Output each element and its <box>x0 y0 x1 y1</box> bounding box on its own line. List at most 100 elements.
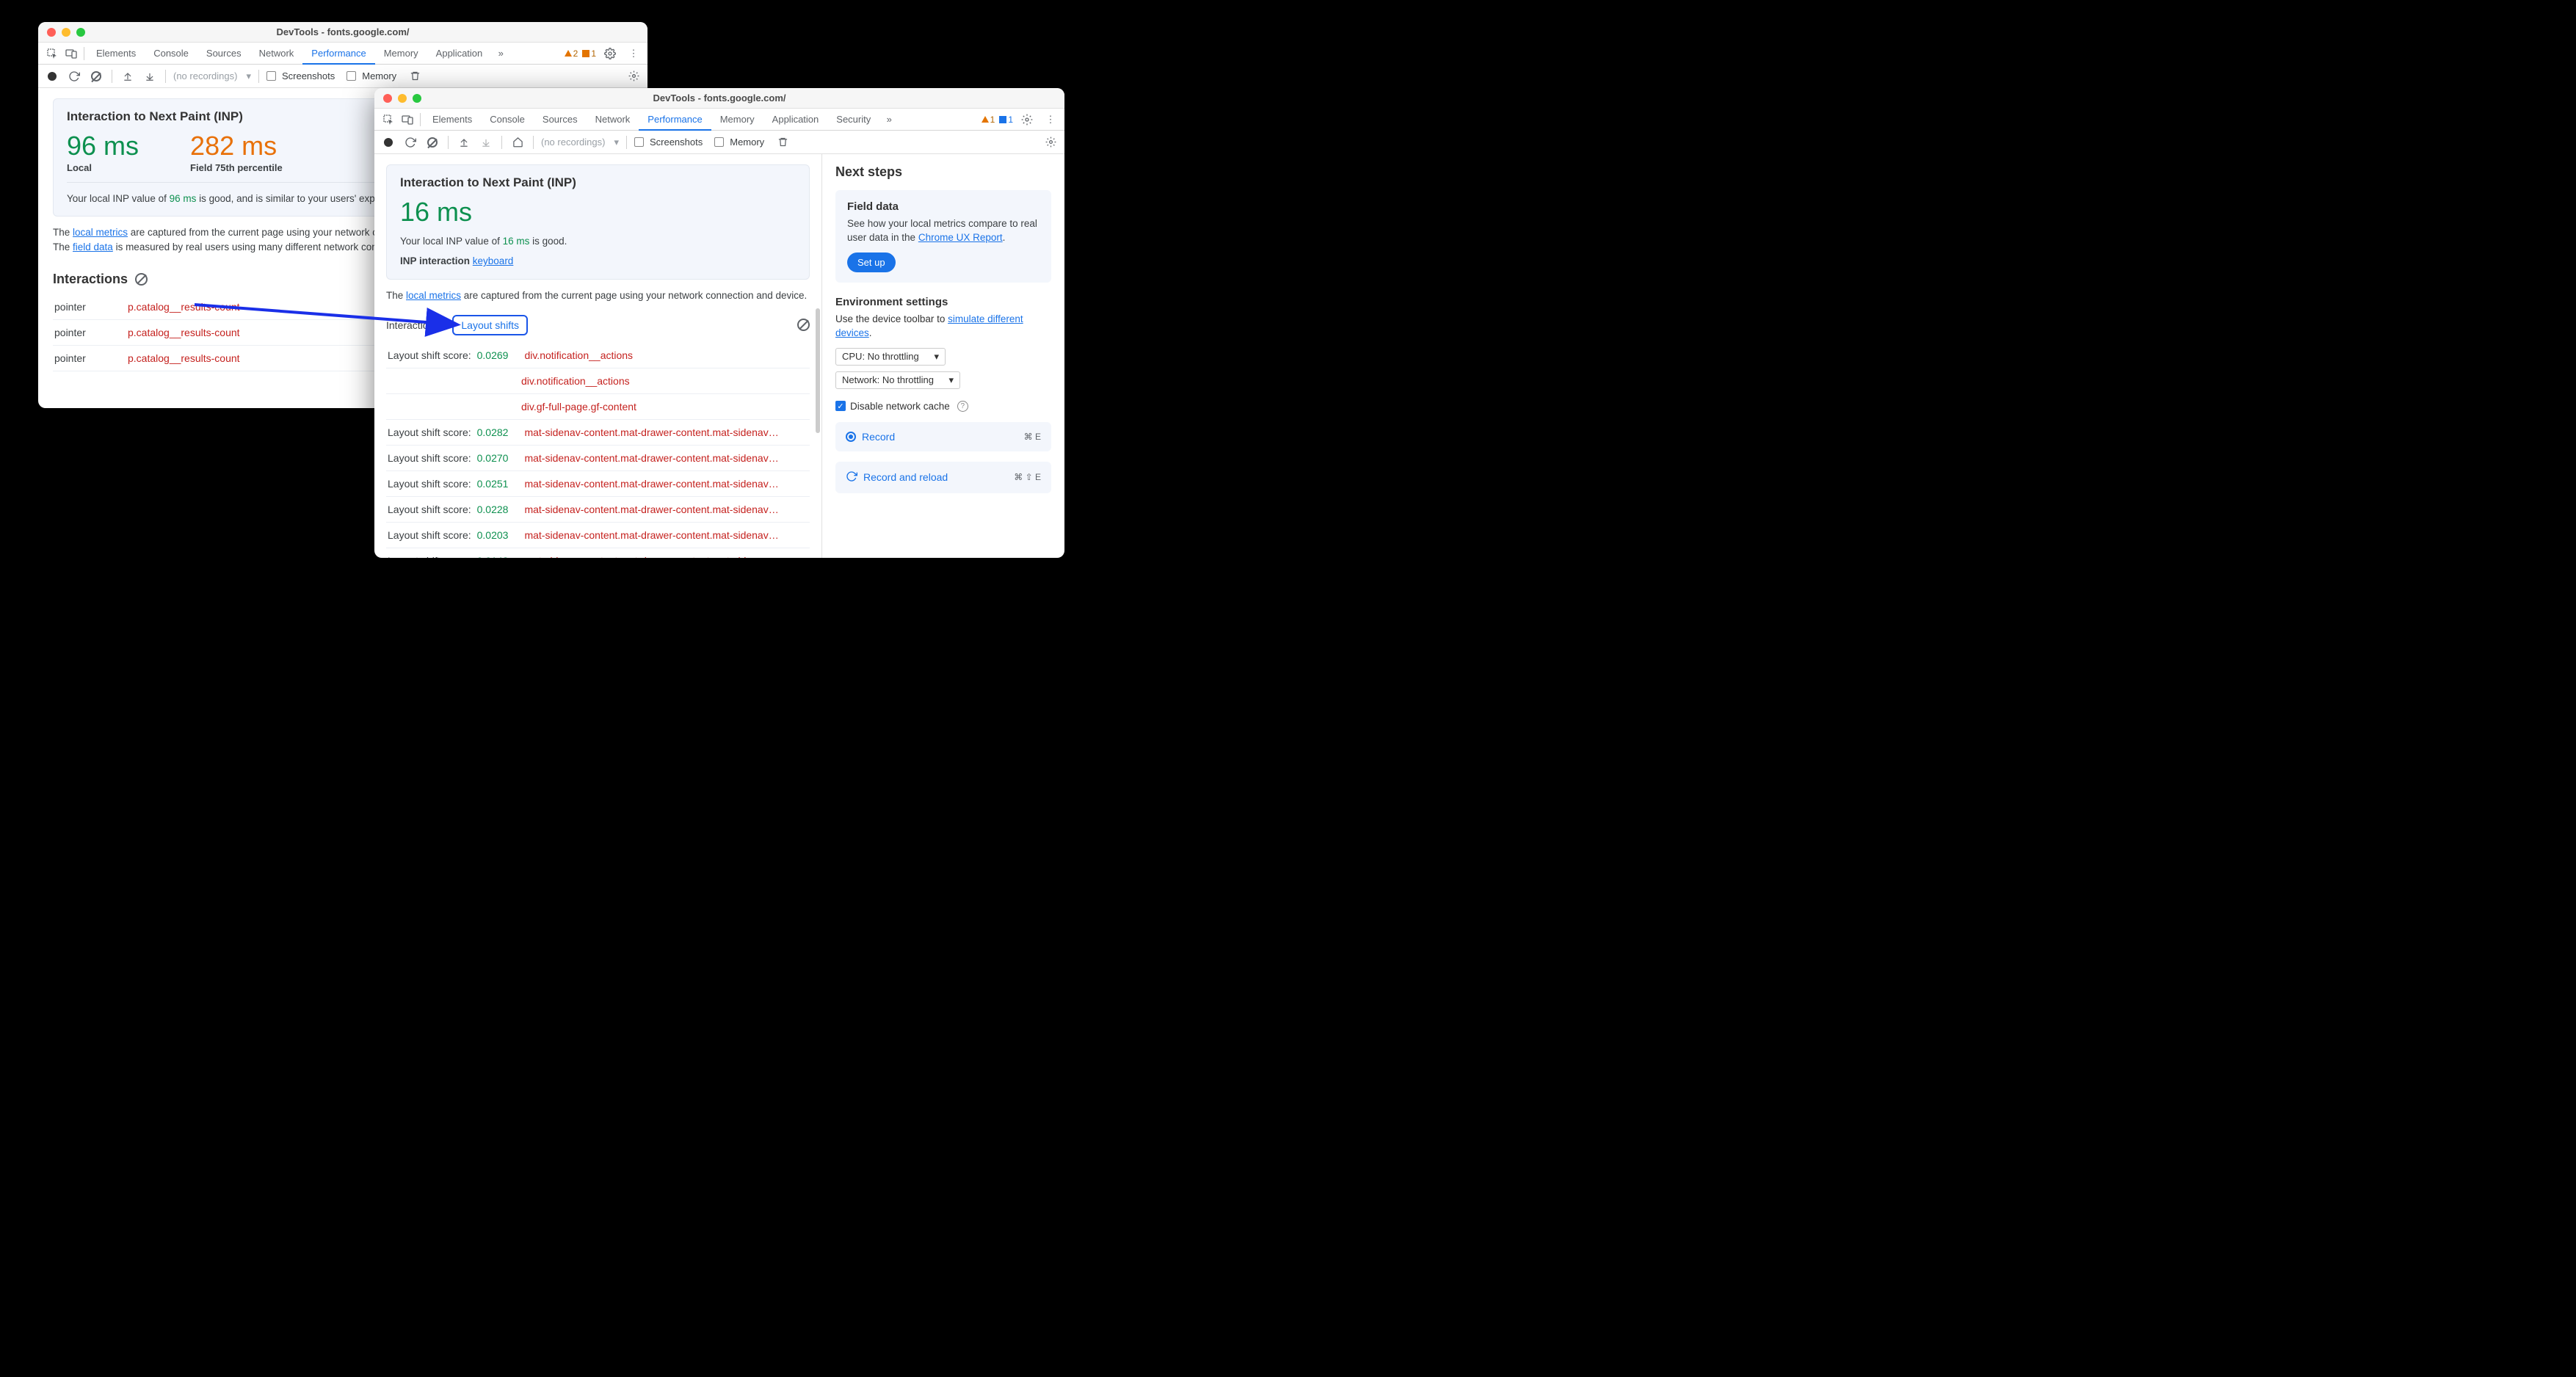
inspect-icon[interactable] <box>379 110 398 129</box>
tab-application[interactable]: Application <box>427 43 492 65</box>
clear-button[interactable] <box>424 134 440 150</box>
setup-button[interactable]: Set up <box>847 252 896 272</box>
devtools-tabstrip: Elements Console Sources Network Perform… <box>374 109 1064 131</box>
table-row[interactable]: Layout shift score: 0.0251mat-sidenav-co… <box>386 471 810 497</box>
layout-shifts-table: Layout shift score: 0.0269div.notificati… <box>386 343 810 558</box>
close-icon[interactable] <box>383 94 392 103</box>
table-row[interactable]: Layout shift score: 0.0203mat-sidenav-co… <box>386 523 810 548</box>
tab-memory[interactable]: Memory <box>711 109 763 131</box>
window-title: DevTools - fonts.google.com/ <box>38 26 647 37</box>
warnings-badge[interactable]: 2 <box>565 48 578 59</box>
help-icon[interactable]: ? <box>957 401 968 412</box>
performance-toolbar: (no recordings) ▾ Screenshots Memory <box>38 65 647 88</box>
field-data-card: Field data See how your local metrics co… <box>835 190 1051 283</box>
network-throttle-select[interactable]: Network: No throttling▾ <box>835 371 960 389</box>
tab-elements[interactable]: Elements <box>87 43 145 65</box>
memory-checkbox[interactable] <box>714 137 724 147</box>
tab-memory[interactable]: Memory <box>375 43 427 65</box>
table-row[interactable]: Layout shift score: 0.0142mat-sidenav-co… <box>386 548 810 558</box>
memory-checkbox[interactable] <box>347 71 356 81</box>
tab-console[interactable]: Console <box>481 109 534 131</box>
minimize-icon[interactable] <box>62 28 70 37</box>
panel-settings-icon[interactable] <box>625 68 642 84</box>
inp-interaction-link[interactable]: keyboard <box>473 255 514 266</box>
errors-badge[interactable]: 1 <box>582 48 596 59</box>
clear-layout-shifts-icon[interactable] <box>797 319 810 331</box>
upload-button[interactable] <box>456 134 472 150</box>
inspect-icon[interactable] <box>43 44 62 63</box>
tab-application[interactable]: Application <box>763 109 828 131</box>
scrollbar[interactable] <box>816 308 820 433</box>
tab-performance[interactable]: Performance <box>302 43 374 65</box>
info-badge[interactable]: 1 <box>999 115 1013 125</box>
devtools-window-2: DevTools - fonts.google.com/ Elements Co… <box>374 88 1064 558</box>
table-row[interactable]: div.gf-full-page.gf-content <box>386 394 810 420</box>
inp-title: Interaction to Next Paint (INP) <box>400 175 796 190</box>
download-button[interactable] <box>478 134 494 150</box>
disable-cache-checkbox[interactable]: ✓ <box>835 401 846 411</box>
performance-toolbar: (no recordings) ▾ Screenshots Memory <box>374 131 1064 154</box>
titlebar: DevTools - fonts.google.com/ <box>38 22 647 43</box>
table-row[interactable]: Layout shift score: 0.0269div.notificati… <box>386 343 810 368</box>
panel-settings-icon[interactable] <box>1042 134 1059 150</box>
reload-record-button[interactable] <box>66 68 82 84</box>
tab-sources[interactable]: Sources <box>197 43 250 65</box>
close-icon[interactable] <box>47 28 56 37</box>
field-data-link[interactable]: field data <box>73 241 113 252</box>
traffic-lights[interactable] <box>47 28 85 37</box>
tab-performance[interactable]: Performance <box>639 109 711 131</box>
garbage-collect-icon[interactable] <box>407 68 423 84</box>
tab-security[interactable]: Security <box>827 109 879 131</box>
reload-record-button[interactable] <box>402 134 418 150</box>
record-button[interactable] <box>380 134 396 150</box>
download-button[interactable] <box>142 68 158 84</box>
clear-button[interactable] <box>88 68 104 84</box>
screenshots-label: Screenshots <box>650 137 703 148</box>
shortcut-label: ⌘ ⇧ E <box>1014 472 1041 482</box>
cpu-throttle-select[interactable]: CPU: No throttling▾ <box>835 348 946 366</box>
garbage-collect-icon[interactable] <box>774 134 791 150</box>
record-reload-action[interactable]: Record and reload ⌘ ⇧ E <box>835 462 1051 493</box>
maximize-icon[interactable] <box>76 28 85 37</box>
tab-elements[interactable]: Elements <box>424 109 481 131</box>
table-row[interactable]: Layout shift score: 0.0228mat-sidenav-co… <box>386 497 810 523</box>
minimize-icon[interactable] <box>398 94 407 103</box>
kebab-icon[interactable]: ⋮ <box>624 44 643 63</box>
warnings-badge[interactable]: 1 <box>982 115 995 125</box>
overflow-icon[interactable]: » <box>491 44 510 63</box>
kebab-icon[interactable]: ⋮ <box>1041 110 1060 129</box>
traffic-lights[interactable] <box>383 94 421 103</box>
recordings-dropdown[interactable]: (no recordings) <box>173 70 237 81</box>
tab-network[interactable]: Network <box>587 109 639 131</box>
record-action[interactable]: Record ⌘ E <box>835 422 1051 451</box>
performance-main: Interaction to Next Paint (INP) 16 ms Yo… <box>374 154 822 558</box>
subtab-interactions[interactable]: Interactions <box>386 319 439 331</box>
next-steps-title: Next steps <box>835 164 1051 180</box>
inp-field-value: 282 ms <box>190 131 283 161</box>
settings-icon[interactable] <box>601 44 620 63</box>
device-toolbar-icon[interactable] <box>62 44 81 63</box>
recordings-dropdown[interactable]: (no recordings) <box>541 137 605 148</box>
tab-sources[interactable]: Sources <box>534 109 587 131</box>
tab-console[interactable]: Console <box>145 43 197 65</box>
home-button[interactable] <box>509 134 526 150</box>
table-row[interactable]: div.notification__actions <box>386 368 810 394</box>
screenshots-label: Screenshots <box>282 70 335 81</box>
tab-network[interactable]: Network <box>250 43 303 65</box>
maximize-icon[interactable] <box>413 94 421 103</box>
overflow-icon[interactable]: » <box>879 110 899 129</box>
memory-label: Memory <box>362 70 396 81</box>
settings-icon[interactable] <box>1017 110 1037 129</box>
record-button[interactable] <box>44 68 60 84</box>
local-metrics-link[interactable]: local metrics <box>406 290 461 301</box>
crux-link[interactable]: Chrome UX Report <box>918 232 1003 243</box>
local-metrics-link[interactable]: local metrics <box>73 227 128 238</box>
table-row[interactable]: Layout shift score: 0.0270mat-sidenav-co… <box>386 446 810 471</box>
clear-interactions-icon[interactable] <box>135 273 148 286</box>
device-toolbar-icon[interactable] <box>398 110 417 129</box>
table-row[interactable]: Layout shift score: 0.0282mat-sidenav-co… <box>386 420 810 446</box>
screenshots-checkbox[interactable] <box>266 71 276 81</box>
subtab-layout-shifts[interactable]: Layout shifts <box>452 315 528 335</box>
upload-button[interactable] <box>120 68 136 84</box>
screenshots-checkbox[interactable] <box>634 137 644 147</box>
